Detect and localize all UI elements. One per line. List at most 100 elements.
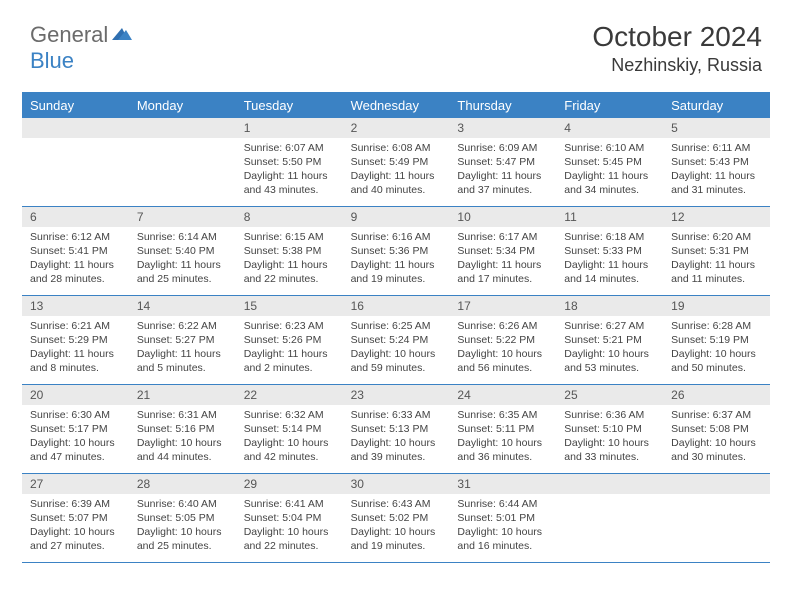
sunset-text: Sunset: 5:16 PM xyxy=(137,422,230,436)
day-body: Sunrise: 6:43 AMSunset: 5:02 PMDaylight:… xyxy=(343,494,450,558)
sunset-text: Sunset: 5:47 PM xyxy=(457,155,550,169)
sunset-text: Sunset: 5:13 PM xyxy=(351,422,444,436)
day-number: 23 xyxy=(343,385,450,405)
sunrise-text: Sunrise: 6:10 AM xyxy=(564,141,657,155)
daylight-text: Daylight: 11 hours and 11 minutes. xyxy=(671,258,764,286)
sunrise-text: Sunrise: 6:40 AM xyxy=(137,497,230,511)
sunset-text: Sunset: 5:21 PM xyxy=(564,333,657,347)
calendar-week: 27Sunrise: 6:39 AMSunset: 5:07 PMDayligh… xyxy=(22,474,770,563)
sunset-text: Sunset: 5:22 PM xyxy=(457,333,550,347)
sunset-text: Sunset: 5:14 PM xyxy=(244,422,337,436)
calendar-week: 6Sunrise: 6:12 AMSunset: 5:41 PMDaylight… xyxy=(22,207,770,296)
calendar-cell: 9Sunrise: 6:16 AMSunset: 5:36 PMDaylight… xyxy=(343,207,450,295)
day-body: Sunrise: 6:12 AMSunset: 5:41 PMDaylight:… xyxy=(22,227,129,291)
sunrise-text: Sunrise: 6:16 AM xyxy=(351,230,444,244)
calendar-cell: 7Sunrise: 6:14 AMSunset: 5:40 PMDaylight… xyxy=(129,207,236,295)
day-body: Sunrise: 6:30 AMSunset: 5:17 PMDaylight:… xyxy=(22,405,129,469)
weeks-container: 1Sunrise: 6:07 AMSunset: 5:50 PMDaylight… xyxy=(22,118,770,563)
calendar-cell: 13Sunrise: 6:21 AMSunset: 5:29 PMDayligh… xyxy=(22,296,129,384)
day-number: 14 xyxy=(129,296,236,316)
day-number: 16 xyxy=(343,296,450,316)
sunrise-text: Sunrise: 6:22 AM xyxy=(137,319,230,333)
sunrise-text: Sunrise: 6:26 AM xyxy=(457,319,550,333)
sunset-text: Sunset: 5:26 PM xyxy=(244,333,337,347)
day-body: Sunrise: 6:40 AMSunset: 5:05 PMDaylight:… xyxy=(129,494,236,558)
day-number: 29 xyxy=(236,474,343,494)
calendar-cell: 29Sunrise: 6:41 AMSunset: 5:04 PMDayligh… xyxy=(236,474,343,562)
calendar-cell: 22Sunrise: 6:32 AMSunset: 5:14 PMDayligh… xyxy=(236,385,343,473)
sunrise-text: Sunrise: 6:21 AM xyxy=(30,319,123,333)
day-header: Saturday xyxy=(663,94,770,118)
calendar-cell xyxy=(22,118,129,206)
sunrise-text: Sunrise: 6:43 AM xyxy=(351,497,444,511)
day-body: Sunrise: 6:15 AMSunset: 5:38 PMDaylight:… xyxy=(236,227,343,291)
day-number: 20 xyxy=(22,385,129,405)
day-number: 11 xyxy=(556,207,663,227)
day-body: Sunrise: 6:27 AMSunset: 5:21 PMDaylight:… xyxy=(556,316,663,380)
day-body: Sunrise: 6:32 AMSunset: 5:14 PMDaylight:… xyxy=(236,405,343,469)
day-body: Sunrise: 6:26 AMSunset: 5:22 PMDaylight:… xyxy=(449,316,556,380)
daylight-text: Daylight: 11 hours and 31 minutes. xyxy=(671,169,764,197)
sunrise-text: Sunrise: 6:32 AM xyxy=(244,408,337,422)
calendar-cell: 8Sunrise: 6:15 AMSunset: 5:38 PMDaylight… xyxy=(236,207,343,295)
daylight-text: Daylight: 11 hours and 28 minutes. xyxy=(30,258,123,286)
sunset-text: Sunset: 5:04 PM xyxy=(244,511,337,525)
day-body: Sunrise: 6:09 AMSunset: 5:47 PMDaylight:… xyxy=(449,138,556,202)
sunrise-text: Sunrise: 6:15 AM xyxy=(244,230,337,244)
day-body: Sunrise: 6:11 AMSunset: 5:43 PMDaylight:… xyxy=(663,138,770,202)
day-header: Thursday xyxy=(449,94,556,118)
sunrise-text: Sunrise: 6:44 AM xyxy=(457,497,550,511)
day-number: 27 xyxy=(22,474,129,494)
day-body xyxy=(556,494,663,554)
day-number: 1 xyxy=(236,118,343,138)
day-body: Sunrise: 6:23 AMSunset: 5:26 PMDaylight:… xyxy=(236,316,343,380)
daylight-text: Daylight: 11 hours and 25 minutes. xyxy=(137,258,230,286)
location-label: Nezhinskiy, Russia xyxy=(592,55,762,76)
sunset-text: Sunset: 5:19 PM xyxy=(671,333,764,347)
logo: General xyxy=(30,22,134,48)
calendar-cell: 25Sunrise: 6:36 AMSunset: 5:10 PMDayligh… xyxy=(556,385,663,473)
day-body: Sunrise: 6:17 AMSunset: 5:34 PMDaylight:… xyxy=(449,227,556,291)
day-body: Sunrise: 6:14 AMSunset: 5:40 PMDaylight:… xyxy=(129,227,236,291)
daylight-text: Daylight: 10 hours and 27 minutes. xyxy=(30,525,123,553)
sunset-text: Sunset: 5:02 PM xyxy=(351,511,444,525)
sunrise-text: Sunrise: 6:31 AM xyxy=(137,408,230,422)
daylight-text: Daylight: 10 hours and 42 minutes. xyxy=(244,436,337,464)
day-header-row: Sunday Monday Tuesday Wednesday Thursday… xyxy=(22,94,770,118)
calendar-cell: 28Sunrise: 6:40 AMSunset: 5:05 PMDayligh… xyxy=(129,474,236,562)
sunrise-text: Sunrise: 6:08 AM xyxy=(351,141,444,155)
sunset-text: Sunset: 5:45 PM xyxy=(564,155,657,169)
calendar-cell: 24Sunrise: 6:35 AMSunset: 5:11 PMDayligh… xyxy=(449,385,556,473)
sunset-text: Sunset: 5:07 PM xyxy=(30,511,123,525)
daylight-text: Daylight: 11 hours and 22 minutes. xyxy=(244,258,337,286)
calendar-week: 20Sunrise: 6:30 AMSunset: 5:17 PMDayligh… xyxy=(22,385,770,474)
day-number: 19 xyxy=(663,296,770,316)
daylight-text: Daylight: 10 hours and 33 minutes. xyxy=(564,436,657,464)
day-body: Sunrise: 6:25 AMSunset: 5:24 PMDaylight:… xyxy=(343,316,450,380)
day-number: 30 xyxy=(343,474,450,494)
day-body xyxy=(22,138,129,198)
sunset-text: Sunset: 5:43 PM xyxy=(671,155,764,169)
sunrise-text: Sunrise: 6:37 AM xyxy=(671,408,764,422)
day-body: Sunrise: 6:07 AMSunset: 5:50 PMDaylight:… xyxy=(236,138,343,202)
calendar-cell: 23Sunrise: 6:33 AMSunset: 5:13 PMDayligh… xyxy=(343,385,450,473)
sunset-text: Sunset: 5:11 PM xyxy=(457,422,550,436)
calendar-cell: 2Sunrise: 6:08 AMSunset: 5:49 PMDaylight… xyxy=(343,118,450,206)
sunset-text: Sunset: 5:10 PM xyxy=(564,422,657,436)
sunset-text: Sunset: 5:41 PM xyxy=(30,244,123,258)
calendar-cell: 20Sunrise: 6:30 AMSunset: 5:17 PMDayligh… xyxy=(22,385,129,473)
day-number: 15 xyxy=(236,296,343,316)
header: General October 2024 Nezhinskiy, Russia xyxy=(0,0,792,84)
daylight-text: Daylight: 10 hours and 39 minutes. xyxy=(351,436,444,464)
day-body: Sunrise: 6:33 AMSunset: 5:13 PMDaylight:… xyxy=(343,405,450,469)
calendar-cell: 30Sunrise: 6:43 AMSunset: 5:02 PMDayligh… xyxy=(343,474,450,562)
day-header: Sunday xyxy=(22,94,129,118)
day-body: Sunrise: 6:28 AMSunset: 5:19 PMDaylight:… xyxy=(663,316,770,380)
daylight-text: Daylight: 11 hours and 5 minutes. xyxy=(137,347,230,375)
calendar-cell: 21Sunrise: 6:31 AMSunset: 5:16 PMDayligh… xyxy=(129,385,236,473)
day-body: Sunrise: 6:21 AMSunset: 5:29 PMDaylight:… xyxy=(22,316,129,380)
day-body: Sunrise: 6:18 AMSunset: 5:33 PMDaylight:… xyxy=(556,227,663,291)
logo-triangle-icon xyxy=(112,26,132,45)
sunrise-text: Sunrise: 6:17 AM xyxy=(457,230,550,244)
daylight-text: Daylight: 10 hours and 44 minutes. xyxy=(137,436,230,464)
